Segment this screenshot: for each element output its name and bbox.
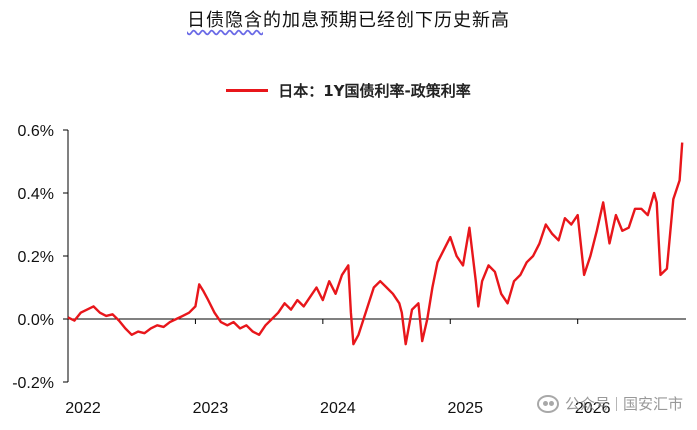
x-tick-label: 2023 [193, 400, 229, 417]
legend-swatch [226, 89, 269, 92]
x-tick-label: 2026 [575, 400, 611, 417]
watermark: 公众号 国安汇市 [536, 393, 683, 414]
x-tick-label: 2022 [65, 400, 101, 417]
x-tick-label: 2024 [320, 400, 356, 417]
chart-title-prefix: 日债隐含 [187, 10, 263, 31]
chart-title-rest: 的加息预期已经创下历史新高 [263, 10, 510, 31]
tick-labels: -0.2% 0.0% 0.2% 0.4% 0.6% 2022 2023 2024 2025 202… [12, 123, 610, 417]
watermark-divider [615, 396, 617, 411]
y-tick-label: 0.0% [18, 312, 54, 329]
y-tick-label: -0.2% [12, 375, 54, 392]
chart-axes [63, 129, 686, 383]
watermark-platform: 公众号 [564, 395, 610, 413]
chart-title: 日债隐含的加息预期已经创下历史新高 [0, 6, 697, 32]
watermark-account: 国安汇市 [622, 395, 683, 413]
wechat-icon [536, 394, 559, 413]
legend-label: 日本：1Y国债利率-政策利率 [278, 82, 471, 100]
y-tick-label: 0.6% [18, 123, 54, 140]
series-layer [67, 142, 684, 346]
y-tick-label: 0.2% [18, 249, 54, 266]
series-line [67, 142, 684, 346]
y-tick-label: 0.4% [18, 186, 54, 203]
chart-legend: 日本：1Y国债利率-政策利率 [0, 80, 697, 101]
x-tick-label: 2025 [447, 400, 483, 417]
